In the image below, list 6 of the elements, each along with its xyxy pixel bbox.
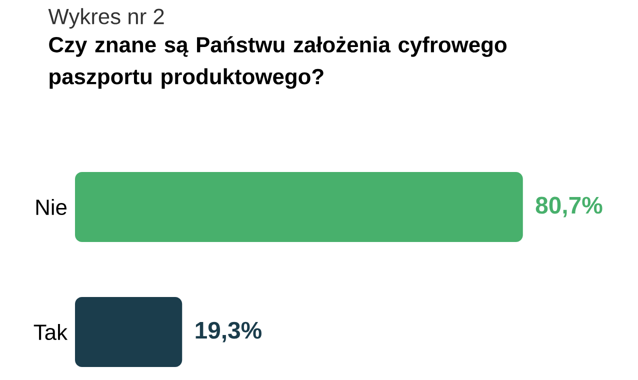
chart-subtitle: Czy znane są Państwu założenia cyfrowego paszportu produktowego? [49, 36, 506, 89]
data-label: 80,7% [536, 196, 602, 218]
data-label: 19,3% [196, 322, 262, 342]
y-tick-label: Tak [34, 324, 68, 340]
y-tick-label: Nie [36, 198, 66, 216]
chart-title: Wykres nr 2 [48, 8, 164, 29]
